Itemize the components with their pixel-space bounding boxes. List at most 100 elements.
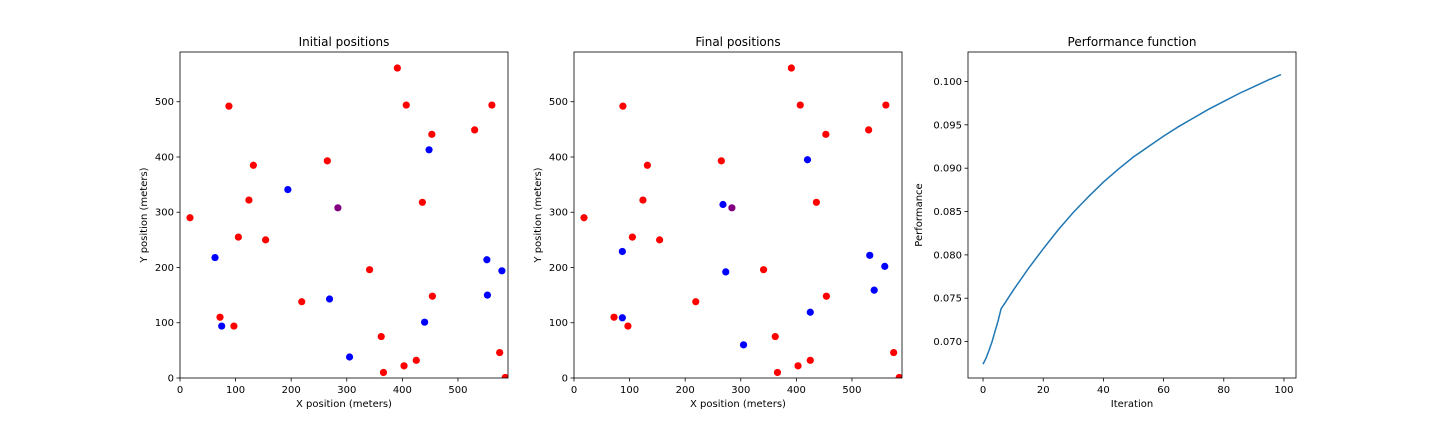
scatter-point [717,157,725,165]
x-axis-label: X position (meters) [690,399,786,410]
scatter-point [890,348,898,357]
scatter-point [628,233,636,241]
scatter-point [186,214,194,222]
x-tick-label: 20 [1037,385,1050,396]
scatter-point [262,236,270,244]
y-tick-label: 0.070 [933,337,962,348]
x-tick-label: 60 [1157,385,1170,396]
scatter-point [425,146,433,154]
y-axis-label: Y position (meters) [533,167,544,263]
scatter-point [230,322,238,330]
scatter-point [421,318,429,326]
x-tick-label: 300 [731,385,750,396]
scatter-point [870,286,878,294]
scatter-point [400,362,408,370]
scatter-point [881,262,889,270]
y-tick-label: 100 [155,318,174,329]
scatter-point [488,101,496,109]
scatter-point [822,130,830,138]
scatter-point [865,126,873,134]
panel-performance: Performance function 0 20 40 60 80 100 0.070 0.0… [914,35,1297,410]
x-tick-label: 200 [676,385,695,396]
scatter-point [245,196,253,204]
y-tick-label: 500 [549,97,568,108]
scatter-point [379,368,388,377]
x-tick-label: 0 [177,385,183,396]
scatter-point [639,196,647,204]
scatter-point [773,368,782,377]
scatter-point [619,102,627,110]
y-tick-label: 0.090 [933,164,962,175]
scatter-point [610,313,618,321]
scatter-point [483,256,491,264]
y-tick-label: 0.095 [933,120,962,131]
scatter-point [501,373,508,378]
scatter-point [806,356,814,364]
scatter-point [796,101,804,109]
scatter-point [483,291,492,299]
scatter-point [812,198,820,206]
y-tick-label: 0.080 [933,250,962,261]
scatter-point [692,298,700,306]
x-tick-label: 500 [448,385,467,396]
axes-frame [967,51,1297,379]
scatter-point [323,157,331,165]
y-axis-label: Y position (meters) [139,167,150,263]
scatter-point [866,251,874,259]
scatter-point [806,308,814,316]
scatter-point [418,198,426,206]
scatter-point [496,348,504,357]
scatter-point [393,64,401,72]
x-tick-label: 400 [393,385,412,396]
scatter-point [325,295,334,303]
y-tick-label: 0.100 [933,77,962,88]
scatter-point [334,204,342,212]
y-tick-label: 0 [562,374,568,385]
plot-area [982,73,1282,365]
scatter-point [618,314,626,322]
scatter-point [722,268,730,276]
x-tick-label: 0 [980,385,986,396]
scatter-point [365,266,374,274]
panel-scatter-initial: Initial positions 0 100 200 300 400 500 0 100 200… [139,35,509,410]
scatter-point [618,247,626,256]
x-tick-label: 300 [337,385,356,396]
scatter-point [225,102,233,110]
scatter-point [211,253,219,262]
scatter-point [739,341,748,349]
scatter-point [216,313,224,321]
scatter-point [771,332,779,341]
scatter-point [284,185,292,194]
scatter-point [498,267,506,275]
panel-scatter-final: Final positions 0 100 200 300 400 500 0 100 200 30… [533,35,903,410]
x-tick-label: 500 [842,385,861,396]
scatter-point [298,298,306,306]
scatter-point [895,373,902,378]
series-line [982,73,1282,365]
x-tick-label: 0 [571,385,577,396]
x-tick-label: 100 [1274,385,1293,396]
y-tick-label: 100 [549,318,568,329]
y-tick-label: 400 [155,152,174,163]
chart-title: Performance function [1068,35,1197,49]
scatter-point [471,126,479,134]
scatter-point [728,204,736,212]
plot-area [186,64,508,378]
scatter-point [345,353,354,361]
y-tick-label: 400 [549,152,568,163]
y-axis-label: Performance [914,183,925,246]
scatter-point [822,292,830,300]
y-tick-label: 200 [549,263,568,274]
y-tick-label: 500 [155,97,174,108]
scatter-point [794,362,802,370]
scatter-point [719,200,727,209]
chart-title: Initial positions [299,35,390,49]
scatter-point [787,64,795,72]
scatter-point [428,292,436,300]
scatter-point [759,266,768,274]
scatter-point [412,356,420,364]
scatter-point [624,322,632,330]
x-tick-label: 100 [620,385,639,396]
x-axis-label: Iteration [1111,399,1153,410]
